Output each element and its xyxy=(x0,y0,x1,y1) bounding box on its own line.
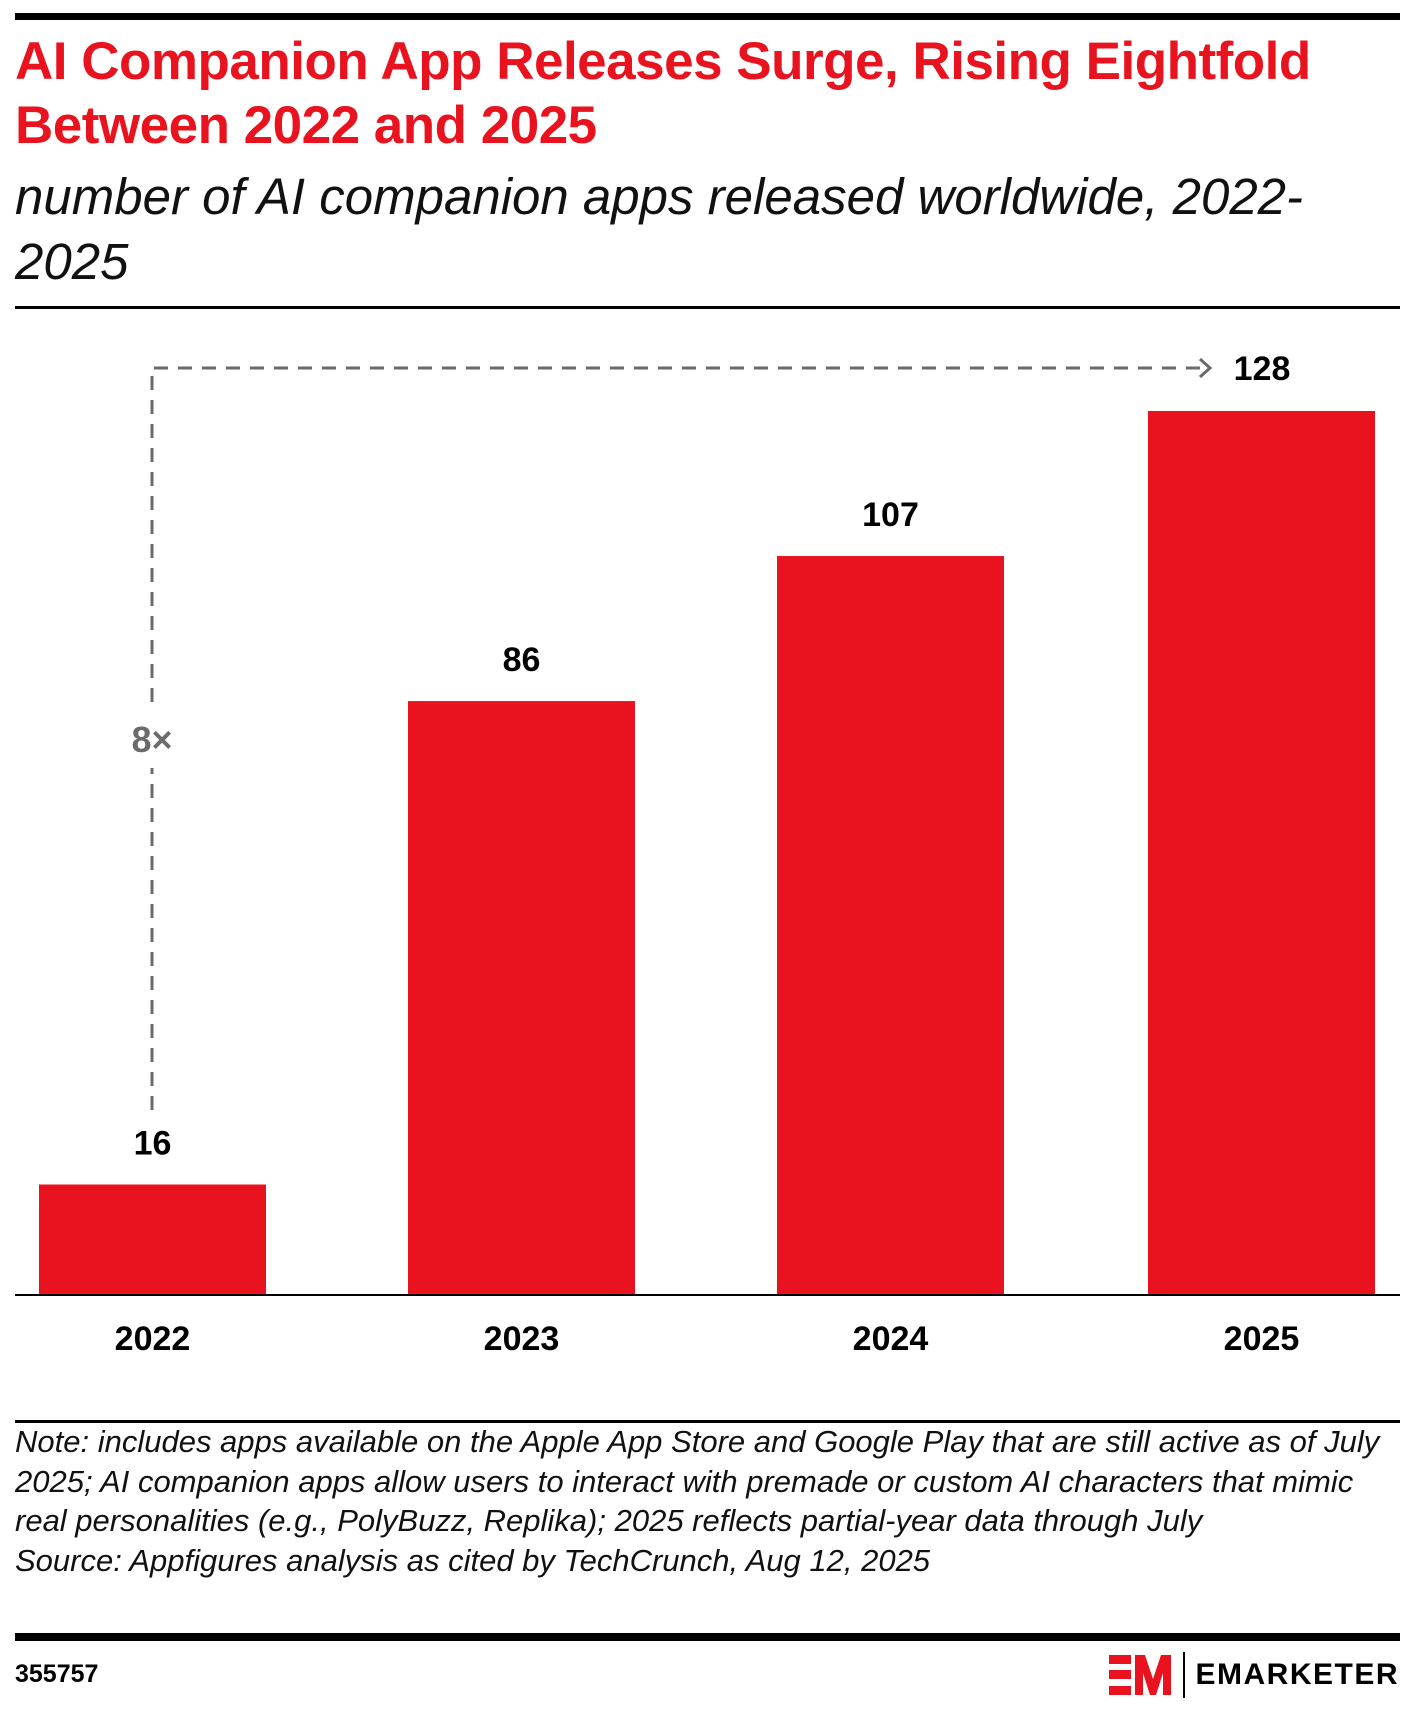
bar-chart: 16 2022 86 2023 107 2024 128 2025 8× xyxy=(15,350,1400,1358)
chart-subtitle: number of AI companion apps released wor… xyxy=(15,168,1304,290)
note-text: Note: includes apps available on the App… xyxy=(15,1424,1380,1538)
logo-divider xyxy=(1183,1652,1186,1698)
x-tick-label: 2023 xyxy=(484,1320,560,1358)
bottom-rule xyxy=(15,1633,1400,1641)
header-rule xyxy=(15,306,1400,309)
bar-2022 xyxy=(39,1184,266,1295)
footer-rule xyxy=(15,1420,1400,1423)
emarketer-logo: EMARKETER xyxy=(1109,1652,1399,1698)
data-label: 16 xyxy=(134,1125,172,1163)
data-label: 86 xyxy=(503,641,541,679)
top-rule xyxy=(15,13,1400,20)
bar-2024 xyxy=(777,556,1004,1295)
footnote: Note: includes apps available on the App… xyxy=(15,1422,1405,1580)
arrow-head-icon xyxy=(1198,357,1213,379)
brand-name: EMARKETER xyxy=(1195,1658,1399,1691)
bar-2025 xyxy=(1148,411,1375,1295)
bar-2023 xyxy=(408,701,635,1295)
chart-id: 355757 xyxy=(15,1660,99,1688)
data-label: 107 xyxy=(862,496,919,534)
growth-annotation: 8× xyxy=(131,719,172,760)
x-tick-label: 2024 xyxy=(853,1320,929,1358)
growth-dashed-line xyxy=(150,366,1210,1110)
data-label: 128 xyxy=(1234,350,1291,388)
x-tick-label: 2022 xyxy=(115,1320,191,1358)
em-logo-icon xyxy=(1109,1655,1172,1695)
source-text: Source: Appfigures analysis as cited by … xyxy=(15,1542,931,1578)
x-tick-label: 2025 xyxy=(1224,1320,1300,1358)
chart-title: AI Companion App Releases Surge, Rising … xyxy=(15,32,1311,155)
